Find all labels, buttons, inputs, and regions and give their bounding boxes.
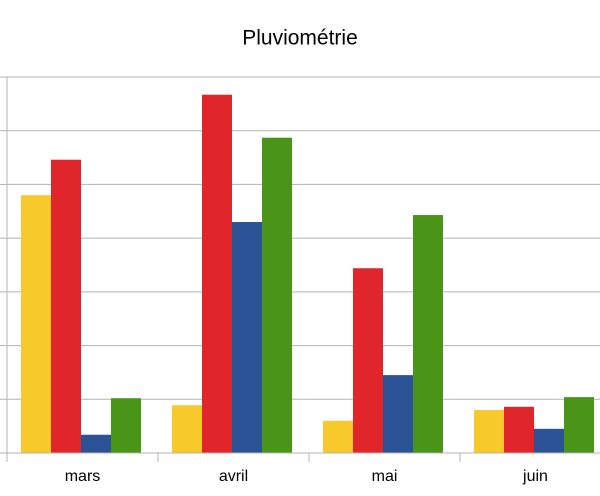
x-tick-label: mars	[65, 468, 101, 485]
bar	[413, 215, 443, 453]
bar	[534, 428, 564, 453]
bar	[202, 94, 232, 454]
bar	[262, 137, 292, 453]
bar	[51, 159, 81, 453]
bar	[383, 375, 413, 453]
bar	[564, 397, 594, 453]
bar	[323, 420, 353, 453]
bar	[504, 406, 534, 453]
x-tick-label: juin	[522, 468, 548, 485]
bar	[111, 398, 141, 453]
x-tick-label: mai	[372, 468, 398, 485]
bar	[353, 268, 383, 453]
x-tick-label: avril	[219, 468, 248, 485]
bar	[81, 434, 111, 453]
bar	[172, 405, 202, 453]
bar	[21, 195, 51, 453]
bar	[474, 410, 504, 453]
bar	[232, 222, 262, 453]
chart-title: Pluviométrie	[242, 27, 358, 50]
